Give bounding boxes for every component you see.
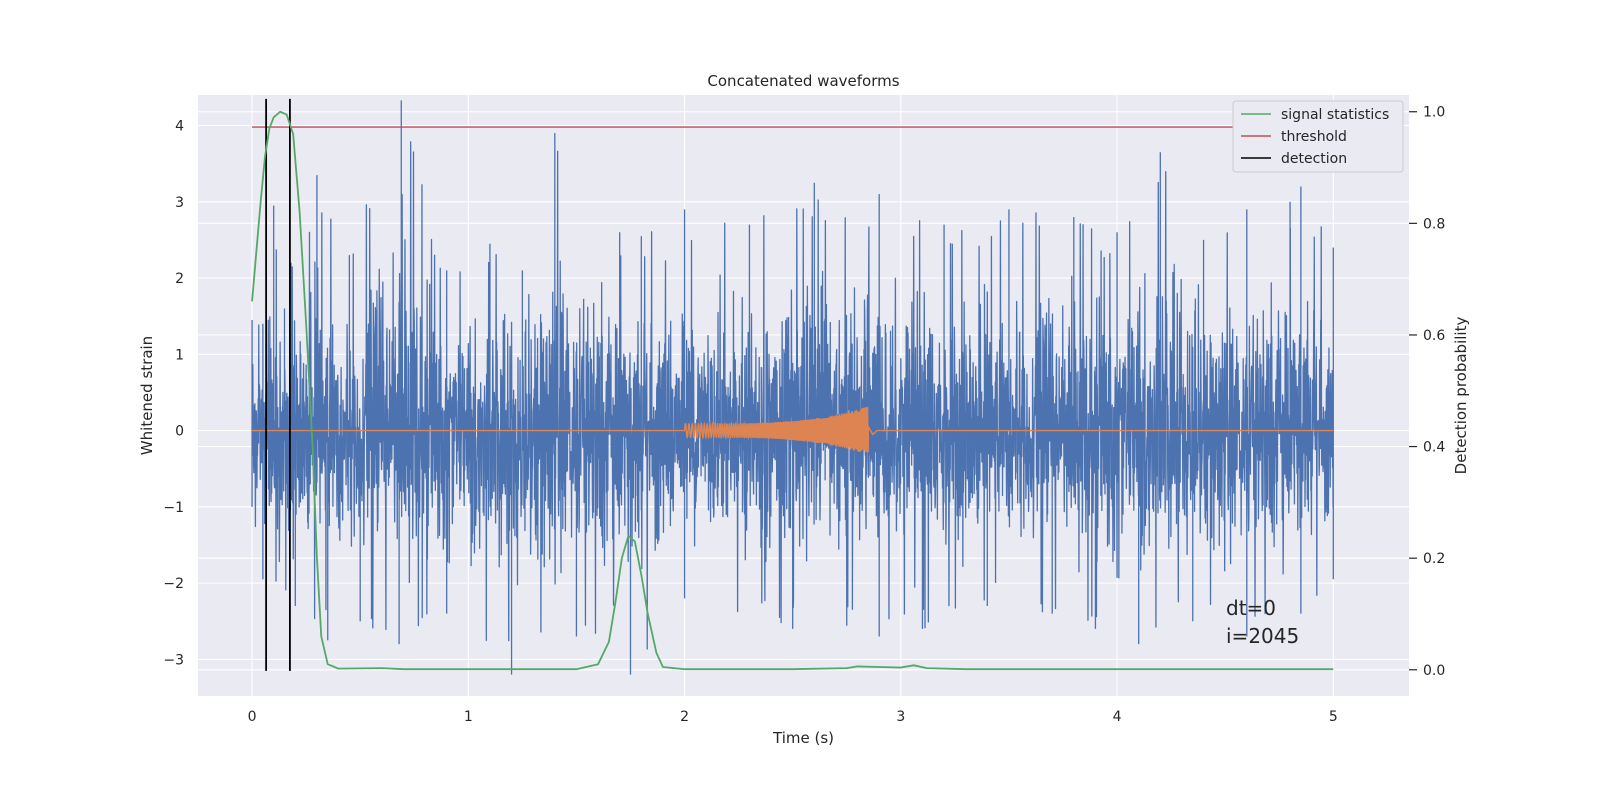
x-tick-label: 0 [248,709,257,725]
legend-label-detection: detection [1281,151,1347,167]
y-right-tick-label: 0.8 [1423,216,1445,232]
y-right-tick-label: 0.4 [1423,440,1445,456]
detection-series [265,98,291,671]
y-right-tick-label: 0.2 [1423,551,1445,567]
annotation-index: i=2045 [1226,624,1299,648]
y-axis-ticks: −3 −2 −1 0 1 2 3 4 [163,119,184,669]
y-right-axis-label: Detection probability [1452,317,1470,475]
legend: signal statistics threshold detection [1232,100,1404,173]
y-right-axis-ticks: 0.0 0.2 0.4 0.6 0.8 1.0 [1409,105,1445,679]
x-tick-label: 1 [464,709,473,725]
y-tick-label: 3 [175,195,184,211]
legend-label-threshold: threshold [1281,129,1347,145]
chart-title: Concatenated waveforms [707,72,899,90]
y-tick-label: −1 [163,500,184,516]
y-right-tick-label: 0.6 [1423,328,1445,344]
noise-series [251,100,1334,675]
y-tick-label: −2 [163,576,184,592]
annotation-dt: dt=0 [1226,596,1276,620]
x-axis-label: Time (s) [772,729,834,747]
x-tick-label: 3 [896,709,905,725]
y-tick-label: 4 [175,119,184,135]
y-axis-label: Whitened strain [138,336,156,455]
signal-statistics-trace [251,110,1334,671]
x-tick-label: 5 [1329,709,1338,725]
signal-statistics-series [251,110,1334,671]
y-tick-label: 1 [175,347,184,363]
template-series [252,406,1334,453]
y-right-tick-label: 0.0 [1423,663,1445,679]
noise-trace [251,100,1334,675]
y-tick-label: −3 [163,652,184,668]
x-axis-ticks: 0 1 2 3 4 5 [248,709,1338,725]
template-trace [252,406,1334,453]
x-tick-label: 2 [680,709,689,725]
legend-label-signal-statistics: signal statistics [1281,107,1389,123]
y-right-tick-label: 1.0 [1423,105,1445,121]
x-tick-label: 4 [1113,709,1122,725]
y-tick-label: 2 [175,271,184,287]
y-tick-label: 0 [175,424,184,440]
legend-box [1232,100,1404,173]
